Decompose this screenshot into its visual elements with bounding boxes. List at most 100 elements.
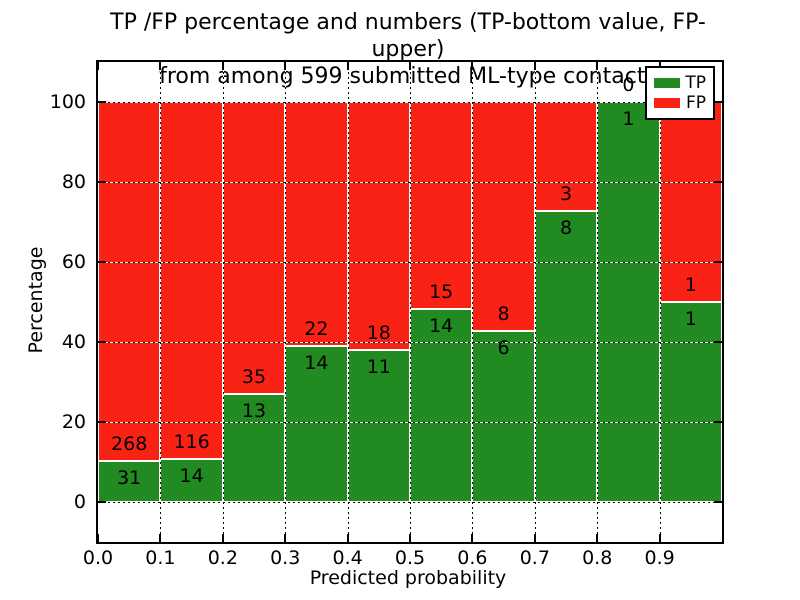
bar-segment-fp	[222, 102, 286, 394]
gridline-v	[472, 62, 474, 542]
x-tick-label: 0.2	[207, 547, 238, 569]
bar-segment-tp	[410, 308, 473, 502]
legend: TP FP	[645, 66, 715, 120]
bar-count-label-tp: 1	[622, 108, 635, 130]
y-tick-mark	[714, 341, 722, 343]
x-tick-mark	[97, 534, 99, 542]
bar-count-label-tp: 8	[559, 217, 573, 240]
plot-area: 268 31 116 14 35 13 22 14 18 11 15 14 8 6 3 8 0 1 1 1	[96, 60, 724, 544]
y-tick-mark	[98, 261, 106, 263]
y-tick-mark	[714, 261, 722, 263]
bar-segment-fp	[410, 102, 473, 309]
x-axis-label: Predicted probability	[309, 567, 507, 589]
gridline-v	[659, 62, 661, 542]
y-tick-mark	[98, 181, 106, 183]
bar-segment-fp	[285, 102, 348, 347]
bar-count-label-fp: 15	[429, 280, 454, 303]
x-tick-label: 0.4	[332, 547, 363, 569]
x-tick-label: 0.6	[457, 547, 488, 569]
x-tick-mark	[97, 62, 99, 70]
bar-count-label-fp: 35	[241, 365, 267, 388]
x-tick-mark	[658, 534, 661, 542]
x-tick-mark	[159, 62, 162, 70]
y-tick-label: 0	[73, 491, 86, 513]
x-tick-label: 0.9	[644, 547, 675, 569]
bar-count-label-fp: 116	[173, 430, 210, 453]
x-tick-mark	[596, 62, 599, 70]
bar-count-label-tp: 6	[497, 336, 510, 359]
x-tick-mark	[284, 62, 287, 70]
bar-segment-fp	[534, 102, 598, 212]
bar-segment-tp	[98, 460, 161, 502]
bar-count-label-tp: 14	[179, 464, 204, 487]
chart-title-line2: from among 599 submitted ML-type contact…	[159, 64, 657, 89]
gridline-v	[160, 62, 162, 542]
x-tick-mark	[409, 534, 411, 542]
x-tick-mark	[409, 62, 411, 70]
legend-swatch-tp-icon	[654, 78, 680, 88]
y-tick-mark	[714, 101, 722, 103]
chart-title-line1: TP /FP percentage and numbers (TP-bottom…	[110, 10, 706, 62]
y-tick-mark	[98, 421, 106, 423]
y-tick-mark	[714, 501, 722, 503]
bar-count-label-fp: 1	[684, 274, 697, 296]
gridline-v	[534, 62, 536, 542]
y-tick-mark	[98, 341, 106, 343]
gridline-v	[347, 62, 349, 542]
y-tick-mark	[98, 501, 106, 503]
legend-swatch-fp-icon	[654, 98, 680, 108]
bar-segment-tp	[659, 302, 722, 502]
y-tick-label: 80	[61, 171, 86, 193]
bar-count-label-tp: 13	[241, 399, 267, 422]
bar-count-label-tp: 31	[117, 466, 142, 489]
gridline-v	[410, 62, 411, 542]
legend-label-fp: FP	[685, 93, 706, 113]
chart-title: TP /FP percentage and numbers (TP-bottom…	[88, 9, 728, 90]
y-tick-mark	[98, 101, 106, 103]
gridline-v	[597, 62, 599, 542]
bar-count-label-tp: 14	[429, 314, 454, 337]
y-tick-label: 60	[61, 251, 86, 273]
bar-segment-fp	[347, 102, 410, 351]
bar-count-label-tp: 14	[304, 352, 329, 375]
x-tick-mark	[346, 62, 349, 70]
bar-count-label-tp: 1	[684, 308, 697, 330]
bar-segment-fp	[472, 102, 535, 331]
legend-entry-tp: TP	[654, 73, 706, 93]
x-tick-label: 0.1	[145, 547, 176, 569]
x-tick-label: 0.3	[270, 547, 301, 569]
x-tick-label: 0.0	[82, 547, 114, 569]
bar-segment-tp	[597, 102, 660, 502]
bar-count-label-fp: 22	[304, 318, 329, 341]
x-tick-mark	[471, 62, 474, 70]
x-tick-mark	[471, 534, 474, 542]
x-tick-mark	[533, 534, 536, 542]
x-tick-mark	[533, 62, 536, 70]
bar-segment-fp	[659, 102, 722, 302]
bar-segment-fp	[98, 102, 161, 461]
x-tick-mark	[221, 62, 224, 70]
x-tick-label: 0.8	[582, 547, 613, 569]
bar-count-label-fp: 3	[559, 183, 573, 206]
x-tick-mark	[221, 534, 224, 542]
bar-count-label-fp: 0	[622, 74, 635, 96]
legend-entry-fp: FP	[654, 93, 706, 113]
y-tick-label: 40	[61, 331, 86, 353]
x-tick-mark	[596, 534, 599, 542]
y-tick-label: 20	[61, 411, 86, 433]
gridline-v	[285, 62, 287, 542]
gridline-v	[222, 62, 224, 542]
bar-segment-fp	[160, 102, 223, 459]
y-tick-label: 100	[49, 91, 86, 113]
x-tick-label: 0.5	[394, 547, 426, 569]
bar-count-label-fp: 18	[366, 322, 391, 345]
bar-count-label-fp: 268	[111, 432, 148, 455]
bar-segment-tp	[534, 211, 598, 502]
y-tick-mark	[714, 181, 722, 183]
x-tick-label: 0.7	[519, 547, 550, 569]
legend-label-tp: TP	[685, 73, 706, 93]
bar-count-label-fp: 8	[497, 302, 510, 325]
x-tick-mark	[284, 534, 287, 542]
y-tick-mark	[714, 421, 722, 423]
